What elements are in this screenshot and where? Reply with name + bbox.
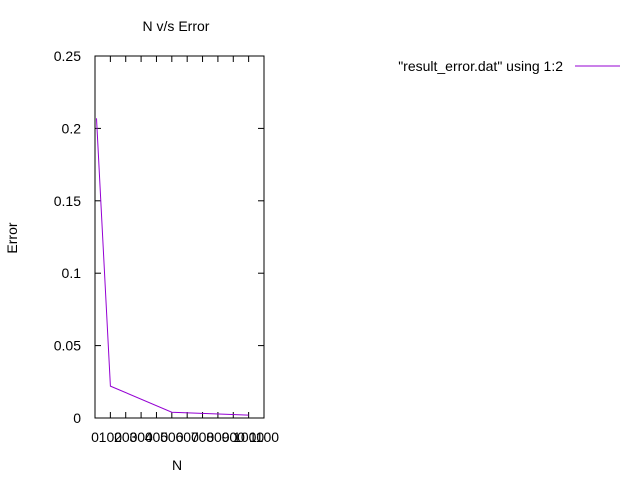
x-tick-label: 1100	[249, 429, 279, 445]
y-tick-label: 0	[73, 410, 81, 426]
y-axis-ticks: 0 0.05 0.1 0.15 0.2 0.25	[54, 48, 264, 426]
y-tick-label: 0.05	[54, 338, 81, 354]
series-line	[96, 118, 249, 416]
x-tick-label: 200	[114, 429, 138, 445]
x-tick-label: 600	[176, 429, 200, 445]
legend-label: "result_error.dat" using 1:2	[398, 58, 563, 74]
series-layer	[96, 118, 249, 416]
x-tick-label: 300	[129, 429, 153, 445]
y-axis-label: Error	[4, 222, 20, 253]
x-tick-label: 500	[160, 429, 184, 445]
y-tick-label: 0.2	[62, 120, 82, 136]
x-axis-label: N	[172, 457, 182, 473]
x-tick-label: 900	[222, 429, 246, 445]
y-tick-label: 0.1	[62, 265, 82, 281]
x-tick-label: 0	[91, 429, 99, 445]
y-tick-label: 0.15	[54, 193, 81, 209]
chart-title: N v/s Error	[143, 18, 210, 34]
x-tick-label: 400	[145, 429, 169, 445]
x-tick-label: 700	[191, 429, 215, 445]
y-tick-label: 0.25	[54, 48, 81, 64]
legend: "result_error.dat" using 1:2	[398, 58, 620, 74]
x-tick-label: 1000	[233, 429, 264, 445]
x-tick-label: 800	[206, 429, 230, 445]
x-tick-label: 100	[99, 429, 123, 445]
plot-frame	[94, 55, 265, 419]
